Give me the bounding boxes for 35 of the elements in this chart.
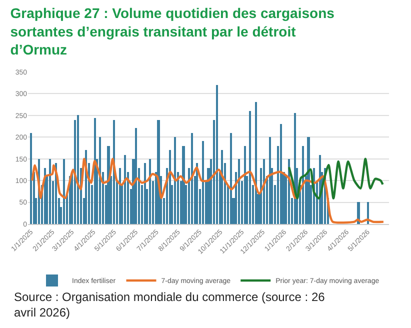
- bar: [191, 133, 193, 224]
- bar: [221, 150, 223, 224]
- line-series: [288, 158, 384, 200]
- bar: [77, 115, 79, 224]
- bar: [124, 155, 126, 224]
- bar: [302, 146, 304, 224]
- bar: [119, 168, 121, 224]
- bar: [63, 159, 65, 224]
- bar: [169, 150, 171, 224]
- chart-title: Graphique 27 : Volume quotidien des cargaisons sortantes d’engrais transitant par le détroit d’Ormuz: [10, 5, 335, 58]
- bar: [94, 118, 96, 224]
- bar: [174, 137, 176, 224]
- bar: [196, 163, 198, 224]
- bar: [144, 163, 146, 224]
- bar: [244, 146, 246, 224]
- bar: [216, 85, 218, 224]
- line-series: [31, 158, 385, 224]
- bar: [107, 146, 110, 224]
- bar: [280, 124, 282, 224]
- bar: [49, 159, 51, 224]
- bar: [149, 159, 151, 224]
- source-note: Source : Organisation mondiale du commerce (source : 26 avril 2026): [14, 290, 326, 320]
- bar: [202, 141, 204, 224]
- bar: [238, 159, 240, 224]
- bar: [99, 137, 101, 224]
- bar: [30, 133, 32, 224]
- bar: [307, 137, 310, 224]
- bar: [263, 159, 265, 224]
- bar: [44, 168, 46, 224]
- bar: [249, 111, 251, 224]
- bar: [255, 102, 257, 224]
- bar: [182, 146, 185, 224]
- bar: [135, 128, 137, 224]
- bar: [269, 137, 271, 224]
- bar: [230, 133, 232, 224]
